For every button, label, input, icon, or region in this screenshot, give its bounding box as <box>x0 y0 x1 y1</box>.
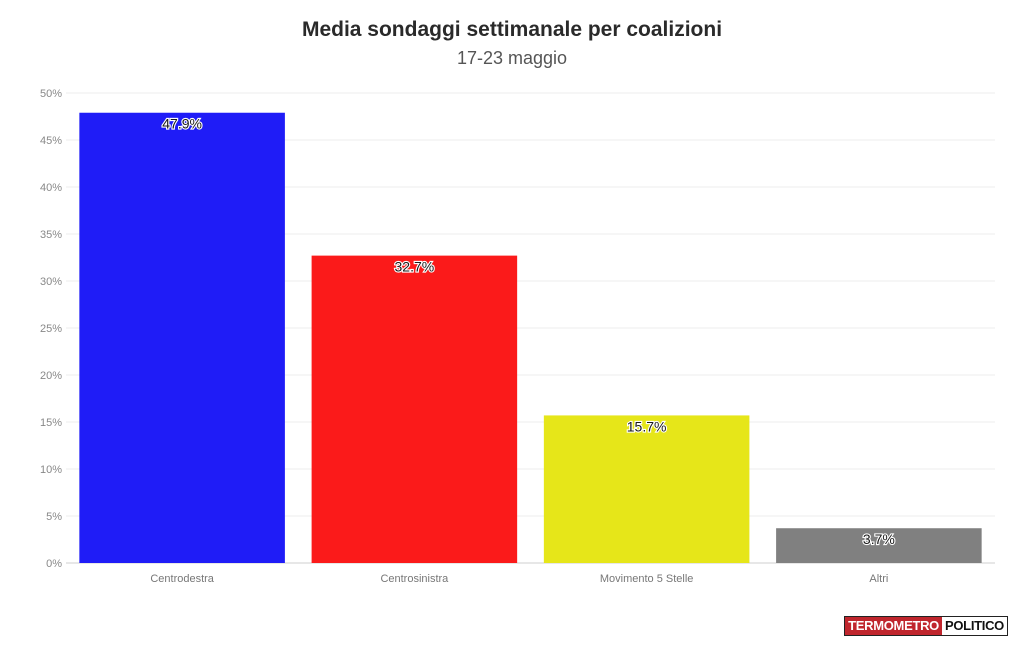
y-tick-label: 20% <box>40 370 62 382</box>
x-category-label: Movimento 5 Stelle <box>600 573 694 585</box>
y-tick-label: 15% <box>40 417 62 429</box>
logo-part-termometro: TERMOMETRO <box>845 617 942 635</box>
bar-value-label: 3.7% <box>863 531 895 547</box>
y-tick-label: 35% <box>40 229 62 241</box>
y-tick-label: 25% <box>40 323 62 335</box>
y-tick-label: 40% <box>40 182 62 194</box>
chart-title: Media sondaggi settimanale per coalizion… <box>301 18 723 41</box>
y-tick-label: 50% <box>40 88 62 100</box>
bar-chart: 0% 5% 10% 15% 20% 25% 30% 35% 40% 45% 50% 47.9% Cent… <box>40 88 995 585</box>
logo-part-politico: POLITICO <box>942 617 1007 635</box>
x-category-label: Centrosinistra <box>380 573 449 585</box>
y-tick-label: 10% <box>40 464 62 476</box>
chart-subtitle: 17-23 maggio <box>456 48 568 68</box>
bar-value-label: 32.7% <box>395 259 435 275</box>
bar <box>776 528 982 563</box>
y-tick-label: 30% <box>40 276 62 288</box>
bar <box>543 415 750 563</box>
bar <box>311 255 518 563</box>
termometro-politico-logo: TERMOMETRO POLITICO <box>844 616 1008 636</box>
x-category-label: Altri <box>869 573 888 585</box>
bar <box>79 112 285 564</box>
bar-value-label: 15.7% <box>627 418 667 434</box>
bar-value-label: 47.9% <box>162 116 202 132</box>
y-tick-label: 0% <box>46 558 62 570</box>
y-tick-label: 5% <box>46 511 62 523</box>
x-category-label: Centrodestra <box>150 573 214 585</box>
y-tick-label: 45% <box>40 135 62 147</box>
